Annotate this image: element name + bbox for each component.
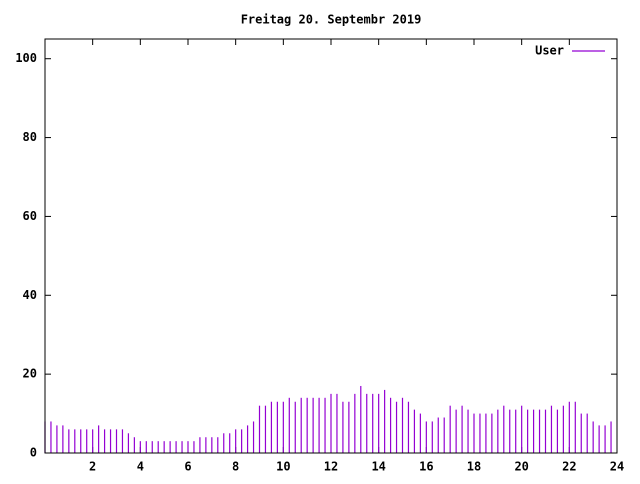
x-tick-label: 20: [514, 460, 528, 474]
y-tick-label: 100: [15, 51, 37, 65]
chart-title: Freitag 20. Septembr 2019: [241, 13, 422, 27]
x-tick-label: 22: [562, 460, 576, 474]
x-tick-label: 16: [419, 460, 433, 474]
x-tick-label: 24: [610, 460, 624, 474]
plot-border: [44, 38, 618, 454]
x-tick-label: 12: [324, 460, 338, 474]
x-tick-label: 14: [371, 460, 385, 474]
y-tick-label: 40: [23, 288, 37, 302]
x-tick-label: 4: [137, 460, 144, 474]
x-tick-label: 18: [467, 460, 481, 474]
x-tick-label: 10: [276, 460, 290, 474]
x-tick-label: 8: [232, 460, 239, 474]
y-tick-label: 0: [30, 446, 37, 460]
y-tick-label: 80: [23, 130, 37, 144]
y-tick-label: 20: [23, 367, 37, 381]
x-tick-label: 6: [184, 460, 191, 474]
legend-label: User: [535, 44, 564, 58]
x-tick-label: 2: [89, 460, 96, 474]
y-tick-label: 60: [23, 209, 37, 223]
